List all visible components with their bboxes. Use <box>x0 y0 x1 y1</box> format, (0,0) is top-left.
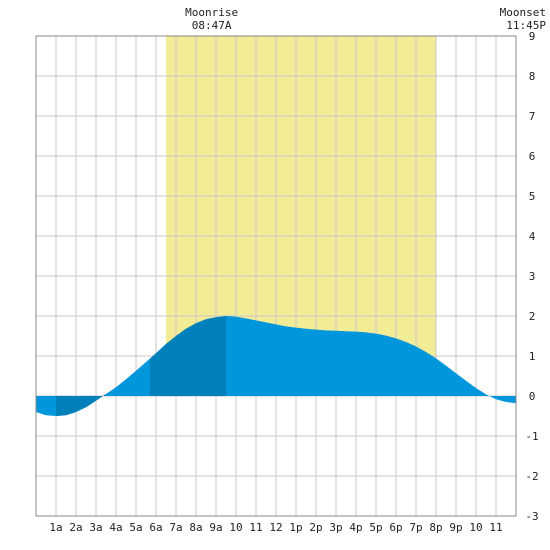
y-tick-label: 7 <box>529 110 536 123</box>
y-tick-label: 9 <box>529 30 536 43</box>
y-tick-label: 8 <box>529 70 536 83</box>
x-tick-label: 7p <box>409 521 422 534</box>
moonset-time: 11:45P <box>506 19 546 32</box>
y-tick-label: 1 <box>529 350 536 363</box>
x-tick-label: 11 <box>249 521 262 534</box>
y-tick-label: -1 <box>525 430 538 443</box>
x-tick-label: 9p <box>449 521 462 534</box>
x-tick-label: 10 <box>229 521 242 534</box>
x-tick-label: 12 <box>269 521 282 534</box>
y-tick-label: 0 <box>529 390 536 403</box>
x-tick-label: 8a <box>189 521 202 534</box>
moonset-label: Moonset <box>500 6 546 19</box>
y-tick-label: 3 <box>529 270 536 283</box>
x-tick-label: 11 <box>489 521 502 534</box>
x-axis-tick-labels: 1a 2a 3a 4a 5a 6a 7a 8a 9a 10 11 12 1p 2p 3p 4p 5p 6p 7p 8p… <box>49 521 502 534</box>
x-tick-label: 1p <box>289 521 302 534</box>
grid-lines <box>36 36 516 516</box>
x-tick-label: 9a <box>209 521 222 534</box>
x-tick-label: 3p <box>329 521 342 534</box>
x-tick-label: 3a <box>89 521 102 534</box>
tide-fill-dark <box>150 316 226 396</box>
x-tick-label: 2a <box>69 521 82 534</box>
y-tick-label: 4 <box>529 230 536 243</box>
tide-area <box>36 316 516 416</box>
y-tick-label: 5 <box>529 190 536 203</box>
y-tick-label: 2 <box>529 310 536 323</box>
x-tick-label: 1a <box>49 521 62 534</box>
y-tick-label: -2 <box>525 470 538 483</box>
x-tick-label: 2p <box>309 521 322 534</box>
plot-frame <box>35 35 517 517</box>
x-tick-label: 5p <box>369 521 382 534</box>
x-tick-label: 4p <box>349 521 362 534</box>
x-tick-label: 7a <box>169 521 182 534</box>
y-tick-label: -3 <box>525 510 538 523</box>
moonrise-time: 08:47A <box>192 19 232 32</box>
x-tick-label: 6a <box>149 521 162 534</box>
y-axis-tick-labels: -3 -2 -1 0 1 2 3 4 5 6 7 8 9 <box>525 30 538 523</box>
x-tick-label: 4a <box>109 521 122 534</box>
y-tick-label: 6 <box>529 150 536 163</box>
tide-fill-dark <box>56 394 106 416</box>
x-tick-label: 6p <box>389 521 402 534</box>
x-tick-label: 8p <box>429 521 442 534</box>
x-tick-label: 10 <box>469 521 482 534</box>
moonrise-label: Moonrise <box>185 6 238 19</box>
x-tick-label: 5a <box>129 521 142 534</box>
